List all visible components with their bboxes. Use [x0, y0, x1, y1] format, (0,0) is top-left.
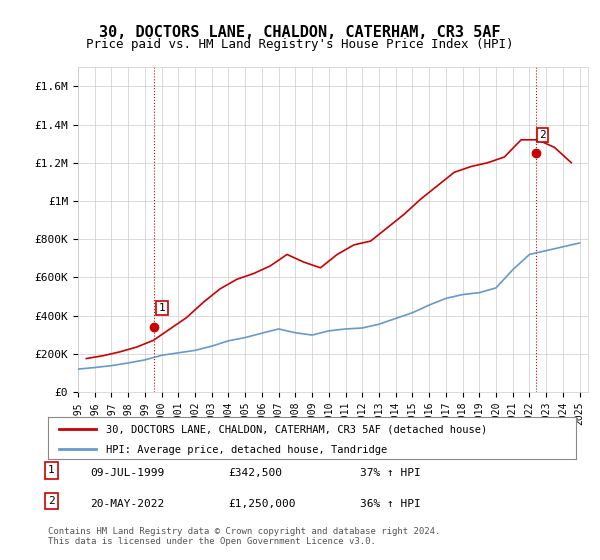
Text: HPI: Average price, detached house, Tandridge: HPI: Average price, detached house, Tand… [106, 445, 388, 455]
Text: 09-JUL-1999: 09-JUL-1999 [90, 468, 164, 478]
Text: £1,250,000: £1,250,000 [228, 499, 296, 509]
Text: 36% ↑ HPI: 36% ↑ HPI [360, 499, 421, 509]
Text: 2: 2 [48, 496, 55, 506]
Text: Contains HM Land Registry data © Crown copyright and database right 2024.
This d: Contains HM Land Registry data © Crown c… [48, 526, 440, 546]
Text: 30, DOCTORS LANE, CHALDON, CATERHAM, CR3 5AF (detached house): 30, DOCTORS LANE, CHALDON, CATERHAM, CR3… [106, 425, 487, 435]
Text: Price paid vs. HM Land Registry's House Price Index (HPI): Price paid vs. HM Land Registry's House … [86, 38, 514, 50]
Text: 1: 1 [48, 465, 55, 475]
Text: 1: 1 [158, 304, 166, 313]
Text: 2: 2 [539, 130, 546, 140]
Text: 20-MAY-2022: 20-MAY-2022 [90, 499, 164, 509]
Text: 30, DOCTORS LANE, CHALDON, CATERHAM, CR3 5AF: 30, DOCTORS LANE, CHALDON, CATERHAM, CR3… [99, 25, 501, 40]
Text: 37% ↑ HPI: 37% ↑ HPI [360, 468, 421, 478]
Text: £342,500: £342,500 [228, 468, 282, 478]
